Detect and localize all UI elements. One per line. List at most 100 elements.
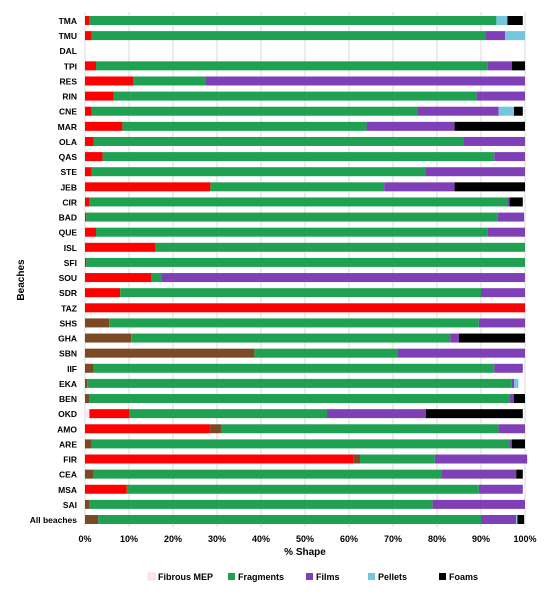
y-tick-label: SHS: [60, 318, 78, 328]
y-tick-label: AMO: [57, 424, 77, 434]
bar-segment: [85, 61, 96, 71]
bar-segment: [85, 152, 103, 162]
bar-segment: [494, 152, 525, 162]
legend: Fibrous MEP Fragments Films Pellets Foams: [147, 572, 478, 582]
bar-segment: [509, 197, 523, 207]
legend-label: Foams: [449, 572, 478, 582]
legend-swatch: [439, 573, 446, 580]
y-tick-label: RES: [60, 76, 78, 86]
bar-segment: [366, 121, 455, 131]
bar-segment: [85, 454, 354, 464]
bar-segment: [360, 454, 435, 464]
bar-segment: [89, 197, 508, 207]
bar-segment: [85, 378, 88, 388]
bar-segment: [517, 515, 525, 524]
bar-segment: [210, 182, 385, 192]
x-tick-labels: 0% 10% 20% 30% 40% 50% 60% 70% 80% 90% 100%: [78, 534, 536, 544]
y-tick-label: SOU: [59, 273, 77, 283]
y-tick-label: ARE: [59, 439, 77, 449]
y-tick-label: SAI: [63, 500, 77, 510]
bar-segment: [514, 106, 523, 116]
bar-segment: [85, 136, 94, 146]
bar-segment: [87, 378, 512, 388]
x-tick-label: 60%: [340, 534, 358, 544]
bar-segment: [85, 303, 525, 313]
y-tick-label: MAR: [58, 122, 77, 132]
bar-segment: [454, 121, 525, 131]
x-tick-label: 70%: [384, 534, 402, 544]
bar-segment: [109, 318, 479, 328]
y-tick-label: OKD: [58, 409, 77, 419]
y-tick-label: TAZ: [61, 303, 77, 313]
bar-segment: [113, 91, 477, 101]
bar-segment: [85, 409, 90, 419]
bar-segment: [511, 61, 525, 71]
y-tick-label: CNE: [59, 107, 77, 117]
x-tick-label: 80%: [428, 534, 446, 544]
bar-segment: [93, 469, 442, 479]
bar-segment: [91, 106, 418, 116]
bar-segment: [85, 363, 94, 373]
y-tick-label: All beaches: [30, 515, 78, 525]
y-tick-label: QAS: [59, 152, 78, 162]
bar-segment: [384, 182, 455, 192]
y-tick-label: MSA: [58, 485, 77, 495]
bar-segment: [494, 363, 523, 373]
bar-segment: [85, 182, 211, 192]
bar-segment: [327, 409, 426, 419]
bar-segment: [434, 454, 528, 464]
bar-segment: [85, 333, 132, 343]
bar-segment: [85, 16, 90, 25]
bar-segment: [450, 333, 459, 343]
bar-segment: [85, 288, 121, 298]
bar-segment: [516, 469, 523, 479]
bar-segment: [478, 484, 523, 494]
bar-segment: [509, 394, 514, 404]
bar-segment: [487, 61, 512, 71]
y-tick-label: GHA: [58, 334, 77, 344]
bar-segment: [507, 16, 523, 25]
bar-segment: [96, 61, 488, 71]
y-tick-label: OLA: [59, 137, 77, 147]
x-tick-label: 40%: [252, 534, 270, 544]
bar-segment: [93, 363, 495, 373]
bar-segment: [459, 333, 525, 343]
x-tick-label: 30%: [208, 534, 226, 544]
bar-segment: [463, 136, 525, 146]
bar-segment: [507, 197, 510, 207]
y-tick-label: IIF: [67, 364, 77, 374]
bar-segment: [454, 182, 525, 192]
x-tick-label: 100%: [513, 534, 536, 544]
y-tick-label: QUE: [59, 228, 78, 238]
legend-swatch: [306, 573, 313, 580]
bar-segment: [85, 212, 87, 222]
bar-segment: [254, 348, 398, 358]
y-tick-label: SDR: [59, 288, 77, 298]
bar-segment: [85, 318, 110, 328]
bar-segment: [89, 394, 510, 404]
bar-segment: [476, 91, 525, 101]
bar-segment: [511, 439, 525, 449]
y-tick-label: CIR: [62, 197, 77, 207]
bar-segment: [514, 394, 525, 404]
bar-segment: [91, 31, 486, 41]
bar-segment: [85, 106, 92, 116]
y-tick-label: TMU: [59, 31, 77, 41]
bar-segment: [126, 484, 479, 494]
y-tick-label: TMA: [59, 16, 77, 26]
y-tick-label: EKA: [59, 379, 77, 389]
legend-label: Pellets: [378, 572, 407, 582]
bar-segment: [496, 16, 508, 25]
bar-segment: [85, 257, 87, 267]
x-axis-label: % Shape: [284, 547, 326, 558]
y-tick-labels: TMA TMU DAL TPI RES RIN CNE MAR OLA QAS STE JEB CIR B…: [30, 16, 78, 525]
bar-segment: [85, 469, 94, 479]
bar-segment: [497, 212, 525, 222]
bar-segment: [85, 515, 99, 524]
bar-segment: [85, 499, 90, 509]
bar-segment: [85, 273, 151, 283]
y-tick-label: TPI: [64, 61, 77, 71]
legend-swatch: [368, 573, 375, 580]
bar-segment: [514, 378, 519, 388]
bar-segment: [85, 424, 211, 434]
